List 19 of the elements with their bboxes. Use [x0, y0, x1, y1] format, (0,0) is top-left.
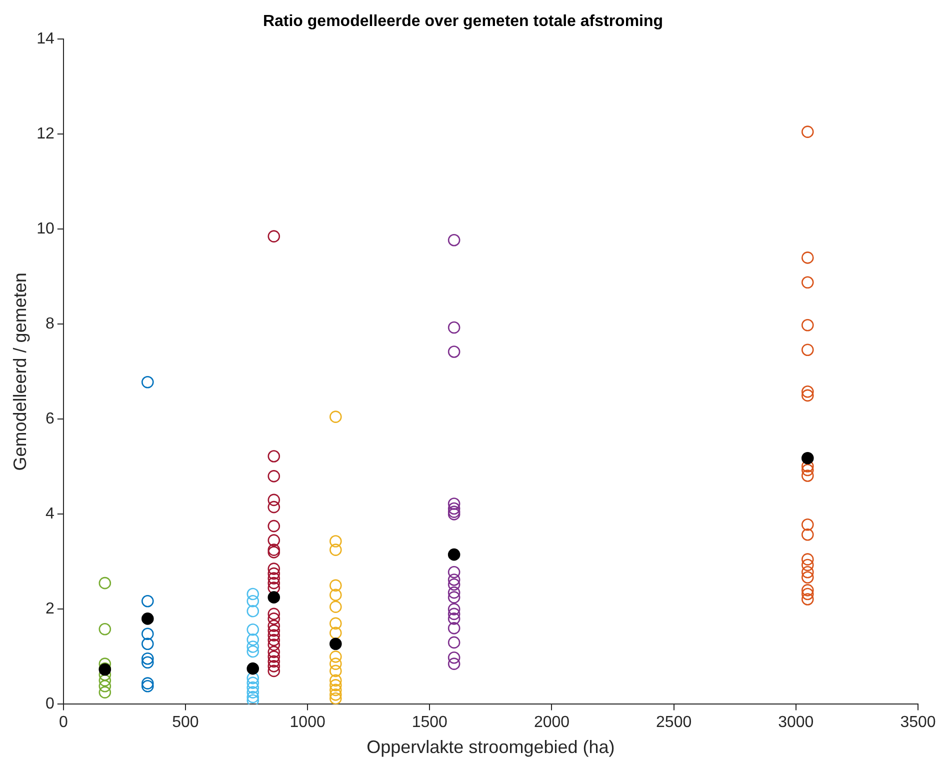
y-tick-label: 10 [36, 220, 54, 238]
x-axis-title: Oppervlakte stroomgebied (ha) [366, 737, 615, 758]
y-tick-label: 0 [45, 696, 54, 713]
x-tick-label: 1000 [290, 714, 326, 732]
x-tick-label: 2000 [534, 714, 570, 732]
y-tick-label: 12 [36, 126, 54, 143]
y-tick-label: 6 [45, 410, 54, 428]
y-tick-label: 14 [36, 30, 54, 48]
y-axis-title: Gemodelleerd / gemeten [10, 272, 30, 471]
y-tick-label: 4 [45, 506, 54, 523]
x-tick-label: 3500 [900, 714, 936, 732]
x-tick-label: 2500 [656, 714, 692, 732]
x-tick-label: 1500 [412, 714, 448, 732]
y-tick-label: 8 [45, 316, 54, 333]
x-tick-label: 500 [172, 714, 199, 732]
x-tick-label: 0 [58, 714, 68, 732]
x-tick-label: 3000 [778, 714, 814, 732]
chart-title: Ratio gemodelleerde over gemeten totale afstroming [262, 13, 664, 30]
y-tick-label: 2 [45, 600, 54, 618]
